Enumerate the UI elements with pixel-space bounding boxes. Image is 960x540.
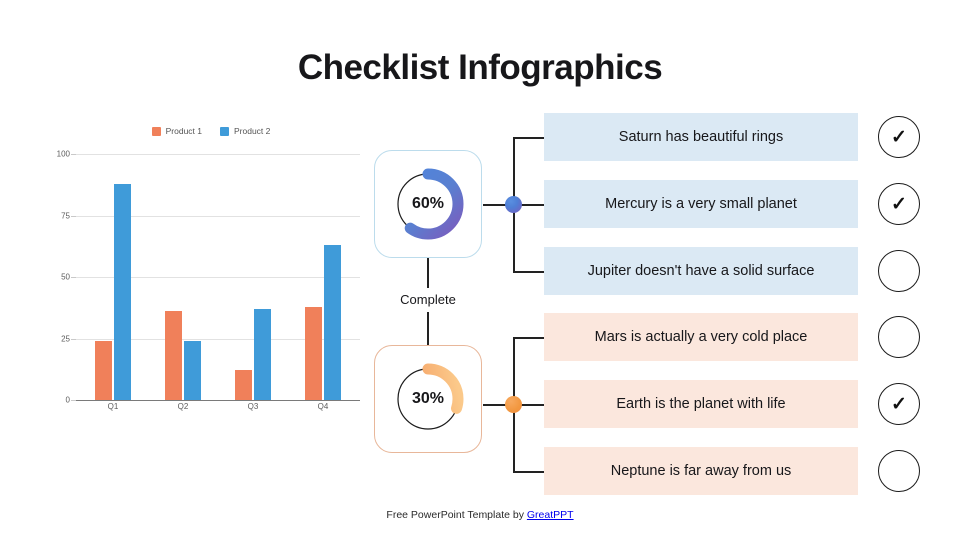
connector-stub-bottom — [483, 404, 507, 406]
bar-q3-series-2 — [254, 308, 271, 400]
tick-dash-50 — [71, 277, 76, 278]
checklist-row[interactable]: Earth is the planet with life ✓ — [544, 380, 936, 428]
junction-dot-top — [505, 196, 522, 213]
checklist-item-label: Jupiter doesn't have a solid surface — [544, 247, 858, 295]
y-tick-label-0: 0 — [65, 395, 70, 405]
x-label-q2: Q2 — [177, 402, 189, 411]
check-icon: ✓ — [891, 126, 907, 148]
connector-label-to-bottom — [427, 312, 429, 345]
donut-svg-top — [392, 168, 464, 240]
gridline-50 — [74, 277, 360, 278]
legend-swatch-product-2 — [220, 126, 229, 136]
tick-dash-100 — [71, 154, 76, 155]
legend-label-product-2: Product 2 — [234, 126, 271, 136]
checklist-checkbox[interactable]: ✓ — [878, 250, 920, 292]
bracket-arm-6 — [513, 471, 545, 473]
donut-svg-bottom — [392, 363, 464, 435]
x-label-q4: Q4 — [317, 402, 329, 411]
legend-entry-product-2: Product 2 — [220, 126, 270, 136]
bracket-arm-4 — [513, 337, 545, 339]
checklist-row[interactable]: Saturn has beautiful rings ✓ — [544, 113, 936, 161]
y-tick-label-25: 25 — [61, 334, 70, 343]
connector-top-to-label — [427, 258, 429, 288]
x-label-q3: Q3 — [247, 402, 259, 411]
donut-chart-60: 60% — [389, 165, 467, 243]
checklist-checkbox[interactable]: ✓ — [878, 450, 920, 492]
donut-arc-bottom — [392, 363, 464, 435]
y-tick-label-75: 75 — [61, 211, 70, 220]
bracket-arm-3 — [513, 271, 545, 273]
checklist-row[interactable]: Mercury is a very small planet ✓ — [544, 180, 936, 228]
checklist-item-label: Mercury is a very small planet — [544, 180, 858, 228]
bracket-arm-2 — [513, 204, 545, 206]
legend-entry-product-1: Product 1 — [151, 126, 202, 136]
bar-group-q3 — [235, 148, 271, 400]
page-title: Checklist Infographics — [297, 48, 663, 87]
donut-chart-30: 30% — [389, 360, 467, 438]
complete-label: Complete — [400, 292, 456, 307]
checklist-row[interactable]: Neptune is far away from us ✓ — [544, 447, 936, 495]
bar-q3-series-1 — [235, 370, 252, 400]
gridline-75 — [74, 215, 360, 217]
checklist-item-label: Mars is actually a very cold place — [544, 313, 858, 361]
bar-chart-panel: Product 1 Product 2 0 25 50 75 100 Q1 Q2 Q3 Q4 … — [44, 122, 364, 422]
donut-arc-top — [392, 168, 464, 240]
progress-card-top[interactable]: 60% — [374, 150, 482, 258]
checklist-checkbox[interactable]: ✓ — [878, 383, 920, 425]
bracket-arm-1 — [513, 137, 545, 139]
chart-bars — [78, 148, 358, 400]
footer: Free PowerPoint Template by GreatPPT — [0, 509, 960, 521]
bar-q1-series-2 — [114, 183, 131, 400]
checklist-checkbox[interactable]: ✓ — [878, 316, 920, 358]
tick-dash-75 — [71, 215, 76, 217]
tick-dash-0 — [71, 400, 76, 401]
checklist-row[interactable]: Jupiter doesn't have a solid surface ✓ — [544, 247, 936, 295]
tick-dash-25 — [71, 338, 76, 340]
checklist-item-label: Neptune is far away from us — [544, 447, 858, 495]
checklist-item-label: Earth is the planet with life — [544, 380, 858, 428]
gridline-25 — [74, 338, 360, 340]
junction-dot-bottom — [505, 396, 522, 413]
chart-legend: Product 1 Product 2 — [58, 122, 364, 140]
progress-value-top: 60% — [411, 195, 445, 212]
footer-link[interactable]: GreatPPT — [526, 509, 574, 521]
gridline-0 — [74, 400, 360, 401]
bracket-arm-5 — [513, 404, 545, 406]
progress-value-bottom: 30% — [411, 390, 445, 407]
legend-label-product-1: Product 1 — [165, 126, 202, 136]
chart-x-axis: Q1 Q2 Q3 Q4 — [78, 402, 358, 411]
check-icon: ✓ — [891, 193, 907, 215]
checklist-checkbox[interactable]: ✓ — [878, 116, 920, 158]
checklist-checkbox[interactable]: ✓ — [878, 183, 920, 225]
check-icon: ✓ — [891, 393, 907, 415]
bar-q1-series-1 — [95, 340, 112, 400]
legend-swatch-product-1 — [151, 126, 161, 136]
y-tick-label-100: 100 — [56, 149, 70, 159]
bar-group-q2 — [165, 148, 201, 400]
connector-stub-top — [483, 204, 507, 206]
progress-card-bottom[interactable]: 30% — [374, 345, 482, 453]
checklist-item-label: Saturn has beautiful rings — [544, 113, 858, 161]
gridline-100 — [74, 154, 360, 155]
bar-group-q1 — [95, 148, 131, 400]
y-tick-label-50: 50 — [61, 272, 70, 282]
bar-q4-series-1 — [305, 306, 322, 400]
bar-q2-series-1 — [165, 311, 182, 400]
bar-group-q4 — [305, 148, 341, 400]
bar-q2-series-2 — [184, 340, 201, 400]
checklist-row[interactable]: Mars is actually a very cold place ✓ — [544, 313, 936, 361]
bar-q4-series-2 — [324, 245, 341, 400]
x-label-q1: Q1 — [107, 402, 119, 411]
chart-plot-area: 0 25 50 75 100 Q1 Q2 Q3 Q4 — [44, 148, 364, 411]
footer-text: Free PowerPoint Template by — [386, 509, 527, 521]
